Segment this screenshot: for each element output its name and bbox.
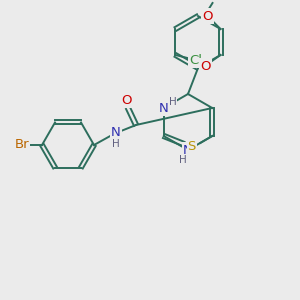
Text: H: H bbox=[179, 155, 187, 165]
Text: O: O bbox=[202, 10, 213, 22]
Text: O: O bbox=[200, 59, 211, 73]
Text: N: N bbox=[111, 127, 121, 140]
Text: S: S bbox=[188, 140, 196, 154]
Text: H: H bbox=[112, 139, 120, 149]
Text: N: N bbox=[159, 101, 169, 115]
Text: Br: Br bbox=[15, 139, 29, 152]
Text: N: N bbox=[183, 143, 193, 157]
Text: Cl: Cl bbox=[189, 53, 202, 67]
Text: H: H bbox=[169, 97, 177, 107]
Text: O: O bbox=[121, 94, 131, 106]
